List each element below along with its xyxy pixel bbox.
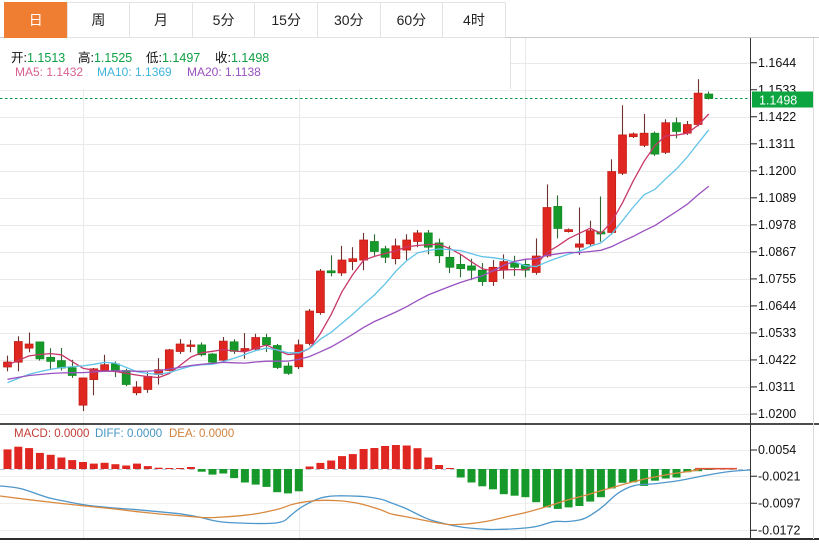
svg-text:1.0200: 1.0200 [758,407,796,421]
svg-text:1.0644: 1.0644 [758,299,796,313]
svg-text:1.0533: 1.0533 [758,326,796,340]
svg-text:1.0755: 1.0755 [758,272,796,286]
svg-text:1.1498: 1.1498 [759,94,797,108]
svg-text:1.0311: 1.0311 [758,380,795,394]
svg-text:1.1311: 1.1311 [758,137,795,151]
svg-text:1.0867: 1.0867 [758,245,796,259]
svg-text:1.0978: 1.0978 [758,218,796,232]
svg-text:1.1089: 1.1089 [758,191,796,205]
svg-text:1.1644: 1.1644 [758,56,796,70]
svg-text:0.0054: 0.0054 [758,443,796,457]
svg-text:-0.0172: -0.0172 [758,524,800,538]
svg-text:-0.0097: -0.0097 [758,497,800,511]
svg-text:-0.0021: -0.0021 [758,470,800,484]
svg-text:1.1422: 1.1422 [758,110,796,124]
svg-text:1.0422: 1.0422 [758,353,796,367]
svg-text:1.1200: 1.1200 [758,164,796,178]
